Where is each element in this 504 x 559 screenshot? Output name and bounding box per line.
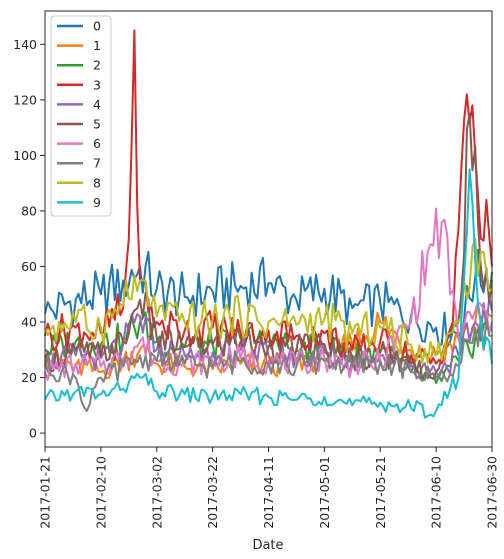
legend-label-9: 9 [93, 195, 101, 210]
series-line-5 [44, 112, 493, 380]
y-tick-label: 20 [21, 370, 37, 385]
y-tick-label: 60 [21, 259, 37, 274]
x-tick-label: 2017-03-22 [205, 456, 220, 529]
legend-label-7: 7 [93, 156, 101, 171]
x-tick-label: 2017-01-21 [38, 456, 53, 529]
x-tick-label: 2017-06-10 [429, 456, 444, 529]
series-line-8 [44, 237, 493, 365]
legend: 0 1 2 3 4 5 6 7 8 9 [50, 15, 112, 217]
y-tick-label: 100 [13, 148, 37, 163]
y-tick-label: 40 [21, 315, 37, 330]
series-line-7 [44, 315, 493, 412]
y-tick-label: 0 [29, 426, 37, 441]
y-tick-label: 140 [13, 37, 37, 52]
series-line-0 [44, 248, 493, 348]
x-tick-label: 2017-03-02 [149, 456, 164, 529]
legend-label-0: 0 [93, 19, 101, 34]
legend-label-4: 4 [93, 97, 101, 112]
x-tick-label: 2017-02-10 [93, 456, 108, 529]
series-line-9 [44, 168, 493, 419]
x-tick-label: 2017-04-11 [261, 456, 276, 529]
x-tick-label: 2017-05-21 [373, 456, 388, 529]
x-axis: 2017-01-21 2017-02-10 2017-03-02 2017-03-22… [38, 447, 500, 529]
legend-label-3: 3 [93, 77, 101, 92]
legend-label-5: 5 [93, 117, 101, 132]
y-tick-label: 80 [21, 203, 37, 218]
plot-frame [44, 10, 493, 448]
legend-label-8: 8 [93, 175, 101, 190]
x-tick-label: 2017-06-30 [485, 456, 500, 529]
x-tick-label: 2017-05-01 [317, 456, 332, 529]
y-axis: 0 20 40 60 80 100 120 140 [13, 37, 45, 441]
x-axis-label: Date [252, 538, 283, 553]
legend-label-6: 6 [93, 136, 101, 151]
legend-label-2: 2 [93, 58, 101, 73]
y-tick-label: 120 [13, 92, 37, 107]
legend-label-1: 1 [93, 38, 101, 53]
series-layer [44, 29, 493, 419]
